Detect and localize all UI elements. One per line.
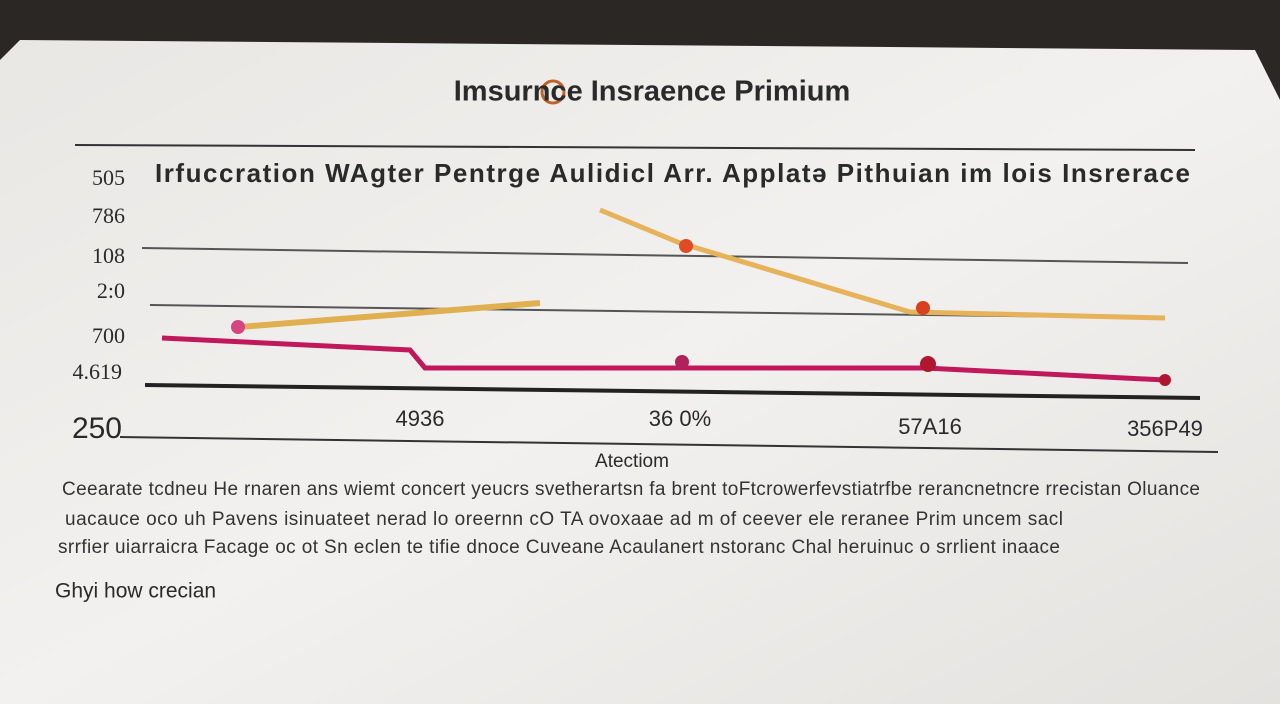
body-line: Ceearate tcdneu He rnaren ans wiemt conc…	[62, 479, 1200, 500]
x-label: 57A16	[898, 414, 962, 439]
y-label: 2:0	[97, 278, 125, 303]
x-label: 4936	[396, 406, 445, 431]
y-label: 250	[72, 412, 122, 445]
title-icon	[540, 79, 566, 105]
x-labels: 4936 36 0% 57A16 356P49	[396, 406, 1203, 441]
marker	[675, 355, 689, 369]
body-line: uacauce oco uh Pavens isinuateet nerad l…	[65, 509, 1063, 530]
x-label: 356P49	[1127, 416, 1203, 441]
marker	[1159, 374, 1171, 386]
paper	[0, 40, 1280, 704]
marker	[679, 239, 693, 253]
body-text: Ceearate tcdneu He rnaren ans wiemt conc…	[58, 479, 1200, 558]
grid-line	[141, 247, 1189, 264]
rule	[74, 144, 1196, 151]
series-line	[599, 207, 1166, 321]
x-axis-label: Atectiom	[595, 451, 669, 472]
x-label: 36 0%	[649, 406, 711, 431]
series-line	[239, 300, 541, 330]
title: Imsurnce Insraence Primium	[454, 76, 851, 108]
y-label: 4.619	[73, 359, 123, 384]
y-labels: 505 786 108 2:0 700 4.619 250	[72, 165, 125, 445]
y-label: 505	[92, 165, 125, 190]
y-label: 108	[92, 243, 125, 268]
y-label: 700	[92, 323, 125, 348]
y-label: 786	[92, 203, 125, 228]
axis-line	[119, 436, 1219, 453]
axis-line	[144, 383, 1201, 400]
chart-subtitle: Irfuccration WAgter Pentrge Aulidicl Arr…	[155, 158, 1190, 188]
marker	[916, 301, 930, 315]
series-line	[161, 335, 1166, 383]
marker	[920, 356, 936, 372]
body-line: srrfier uiarraicra Facage oc ot Sn eclen…	[58, 537, 1060, 558]
marker	[231, 320, 245, 334]
footer-text: Ghyi how crecian	[55, 580, 216, 603]
